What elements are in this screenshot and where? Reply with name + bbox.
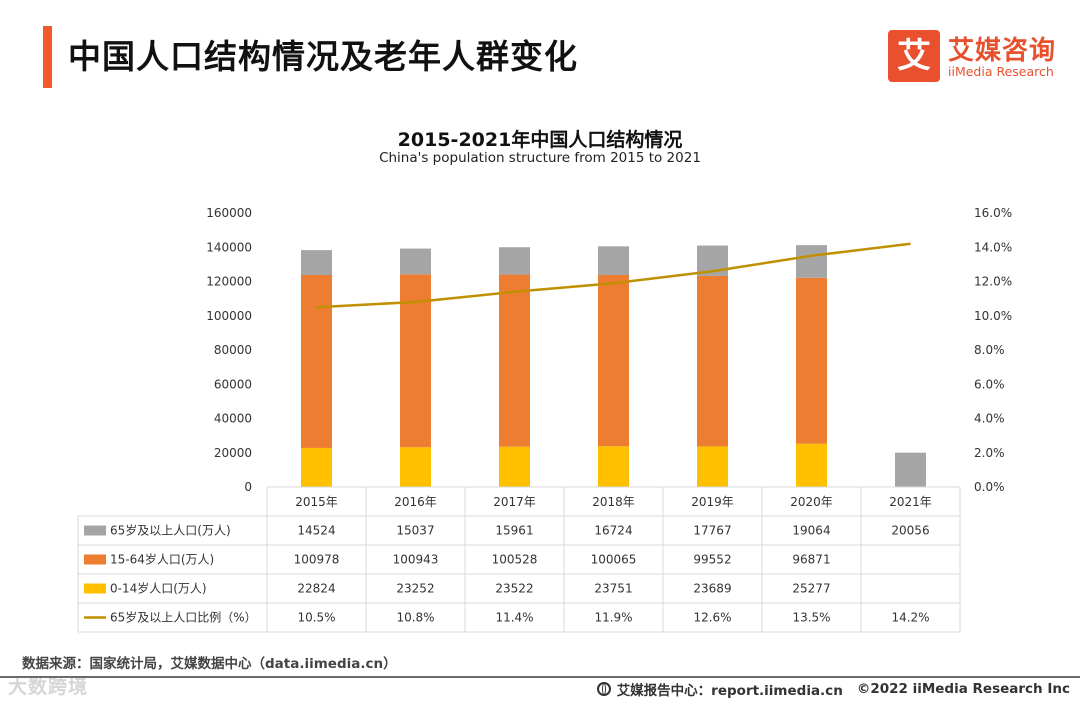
- bar-segment: [796, 245, 827, 278]
- bar-segment: [400, 248, 431, 275]
- bar-segment: [499, 247, 530, 275]
- logo-name-en: iiMedia Research: [948, 64, 1054, 79]
- y-right-tick-label: 14.0%: [974, 240, 1012, 254]
- page-title: 中国人口结构情况及老年人群变化: [68, 37, 578, 76]
- table-cell-value: 100943: [393, 553, 439, 567]
- table-cell-value: 100528: [492, 553, 538, 567]
- legend-label: 65岁及以上人口(万人): [110, 523, 231, 538]
- y-left-tick-label: 160000: [206, 206, 252, 220]
- table-cell-value: 12.6%: [693, 611, 731, 625]
- x-category-label: 2018年: [592, 495, 635, 509]
- bar-segment: [796, 443, 827, 487]
- bar-segment: [598, 246, 629, 275]
- table-cell-value: 20056: [891, 524, 929, 538]
- report-center-link[interactable]: 艾媒报告中心：report.iimedia.cn: [616, 683, 843, 699]
- footer: 艾媒报告中心：report.iimedia.cn ©2022 iiMedia R…: [596, 679, 1070, 699]
- chart-title: 2015-2021年中国人口结构情况: [397, 129, 683, 151]
- table-cell-value: 22824: [297, 582, 335, 596]
- table-cell-value: 96871: [792, 553, 830, 567]
- table-cell-value: 23522: [495, 582, 533, 596]
- table-cell-value: 16724: [594, 524, 632, 538]
- bar-segment: [301, 447, 332, 487]
- table-cell-value: 99552: [693, 553, 731, 567]
- chart-subtitle: China's population structure from 2015 t…: [379, 150, 701, 166]
- y-right-tick-label: 4.0%: [974, 412, 1005, 426]
- table-cell-value: 11.9%: [594, 611, 632, 625]
- bar-segment: [895, 452, 926, 487]
- logo-name-cn: 艾媒咨询: [948, 36, 1057, 66]
- y-left-tick-label: 0: [244, 480, 252, 494]
- table-cell-value: 11.4%: [495, 611, 533, 625]
- globe-icon: [596, 682, 611, 696]
- table-cell-value: 10.8%: [396, 611, 434, 625]
- table-cell-value: 23751: [594, 582, 632, 596]
- x-category-label: 2016年: [394, 495, 437, 509]
- legend-label: 0-14岁人口(万人): [110, 581, 207, 596]
- table-cell-value: 23252: [396, 582, 434, 596]
- x-category-label: 2020年: [790, 495, 833, 509]
- legend-label: 65岁及以上人口比例（%）: [110, 610, 257, 625]
- table-cell-value: 17767: [693, 524, 731, 538]
- y-left-tick-label: 120000: [206, 275, 252, 289]
- y-left-tick-label: 140000: [206, 240, 252, 254]
- y-right-tick-label: 6.0%: [974, 377, 1005, 391]
- copyright: ©2022 iiMedia Research Inc: [856, 681, 1070, 697]
- bar-segment: [499, 446, 530, 487]
- table-cell-value: 10.5%: [297, 611, 335, 625]
- table-cell-value: 100978: [294, 553, 340, 567]
- y-left-tick-label: 80000: [214, 343, 252, 357]
- y-left-tick-label: 20000: [214, 446, 252, 460]
- table-cell-value: 23689: [693, 582, 731, 596]
- legend-swatch: [84, 525, 106, 536]
- bar-segment: [598, 446, 629, 487]
- bar-segment: [301, 250, 332, 275]
- y-right-tick-label: 12.0%: [974, 275, 1012, 289]
- legend-label: 15-64岁人口(万人): [110, 552, 214, 567]
- title-accent-bar: [43, 26, 52, 88]
- y-right-tick-label: 0.0%: [974, 480, 1005, 494]
- bar-segment: [697, 275, 728, 447]
- bar-segment: [697, 446, 728, 487]
- logo-mark-icon: 艾: [888, 30, 940, 82]
- bar-segment: [796, 277, 827, 444]
- table-cell-value: 14524: [297, 524, 335, 538]
- table-cell-value: 13.5%: [792, 611, 830, 625]
- bar-segment: [598, 274, 629, 447]
- x-category-label: 2019年: [691, 495, 734, 509]
- y-right-tick-label: 16.0%: [974, 206, 1012, 220]
- x-category-label: 2021年: [889, 495, 932, 509]
- y-left-tick-label: 40000: [214, 412, 252, 426]
- watermark: 大数跨境: [8, 676, 89, 698]
- data-source-note: 数据来源：国家统计局，艾媒数据中心（data.iimedia.cn）: [22, 656, 397, 672]
- x-category-label: 2017年: [493, 495, 536, 509]
- table-cell-value: 14.2%: [891, 611, 929, 625]
- y-right-tick-label: 10.0%: [974, 309, 1012, 323]
- y-left-tick-label: 60000: [214, 377, 252, 391]
- brand-logo[interactable]: 艾 艾媒咨询 iiMedia Research: [888, 30, 1068, 82]
- table-cell-value: 19064: [792, 524, 830, 538]
- legend-swatch: [84, 554, 106, 565]
- footer-divider: [0, 676, 1080, 678]
- x-category-label: 2015年: [295, 495, 338, 509]
- table-cell-value: 25277: [792, 582, 830, 596]
- table-cell-value: 100065: [591, 553, 637, 567]
- y-left-tick-label: 100000: [206, 309, 252, 323]
- y-right-tick-label: 8.0%: [974, 343, 1005, 357]
- legend-swatch: [84, 583, 106, 594]
- table-cell-value: 15037: [396, 524, 434, 538]
- bar-segment: [301, 274, 332, 448]
- y-right-tick-label: 2.0%: [974, 446, 1005, 460]
- table-cell-value: 15961: [495, 524, 533, 538]
- bar-segment: [400, 447, 431, 487]
- ratio-line: [316, 242, 911, 309]
- bar-segment: [499, 274, 530, 447]
